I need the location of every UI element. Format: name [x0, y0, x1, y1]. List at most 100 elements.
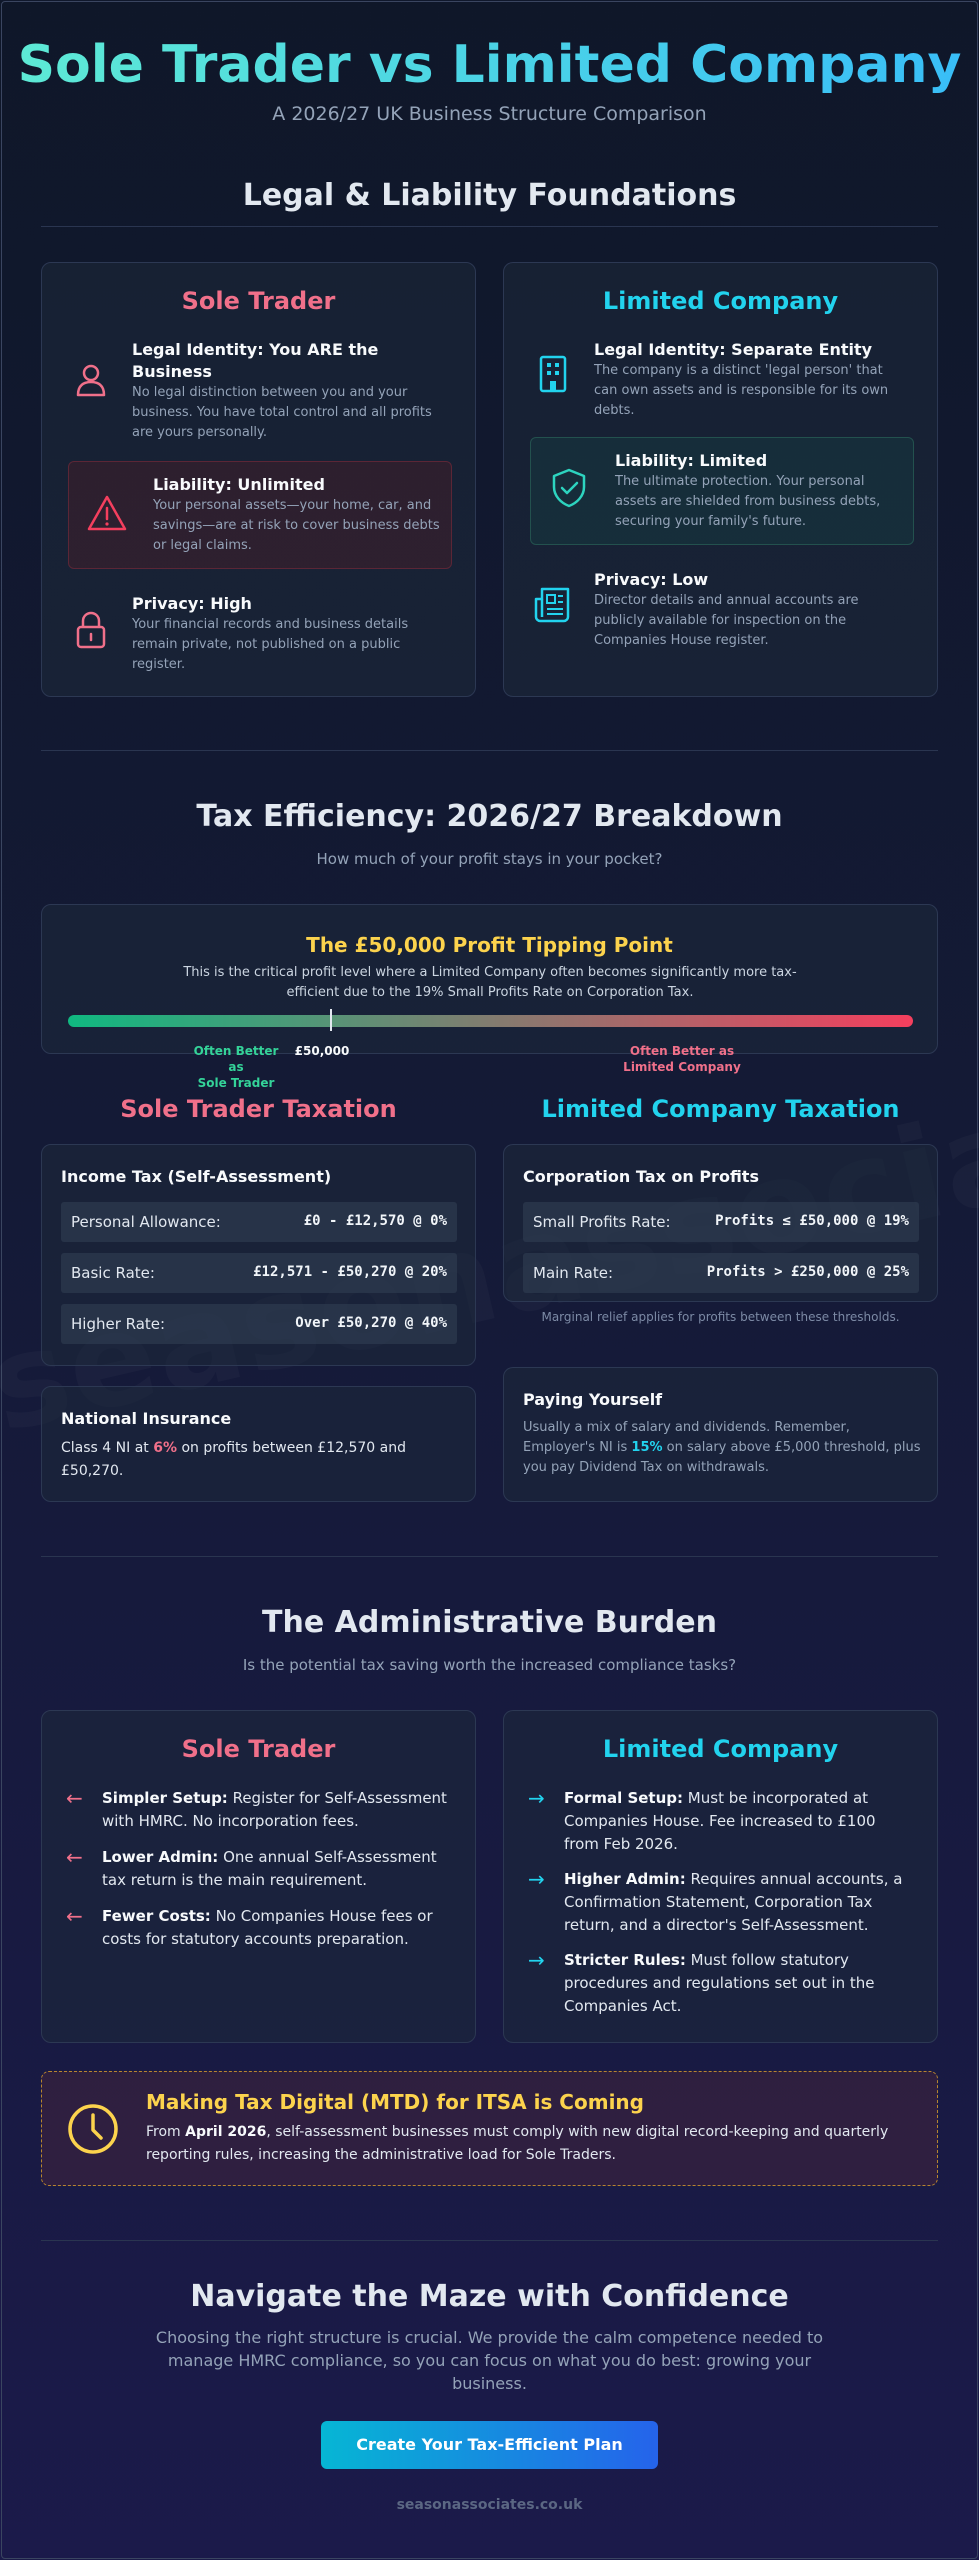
ltd-better-line-2: Limited Company: [623, 1060, 741, 1074]
admin-section-title: The Administrative Burden: [262, 1605, 717, 1640]
user-icon: [76, 364, 106, 397]
rate-label: Main Rate:: [533, 1264, 614, 1282]
income-rate-row: Basic Rate: £12,571 - £50,270 @ 20%: [61, 1253, 457, 1293]
national-insurance-card: National Insurance Class 4 NI at 6% on p…: [41, 1386, 476, 1502]
ni-text-post: on profits between £12,570 and £50,270.: [61, 1440, 406, 1479]
item-label: Lower Admin:: [102, 1848, 219, 1866]
rate-label: Basic Rate:: [71, 1264, 155, 1282]
ltd-better-line-1: Often Better as: [629, 1044, 735, 1058]
ltd-better-label: Often Better as Limited Company: [612, 1043, 752, 1075]
sole-admin-card: Sole Trader ← Simpler Setup: Register fo…: [41, 1710, 476, 2043]
mtd-title: Making Tax Digital (MTD) for ITSA is Com…: [146, 2090, 644, 2114]
building-icon: [539, 355, 567, 393]
mtd-text: From April 2026, self-assessment busines…: [146, 2121, 906, 2167]
footer-link[interactable]: seasonassociates.co.uk: [396, 2497, 583, 2513]
corp-rate-row: Small Profits Rate: Profits ≤ £50,000 @ …: [523, 1202, 919, 1242]
tipping-point-card: The £50,000 Profit Tipping Point This is…: [41, 904, 938, 1090]
marginal-relief-note: Marginal relief applies for profits betw…: [541, 1310, 900, 1324]
income-tax-heading: Income Tax (Self-Assessment): [61, 1167, 332, 1186]
arrow-right-icon: →: [528, 1948, 545, 1972]
divider: [41, 226, 938, 227]
income-rate-row: Personal Allowance: £0 - £12,570 @ 0%: [61, 1202, 457, 1242]
page-title: Sole Trader vs Limited Company: [0, 30, 979, 100]
threshold-label: £50,000: [294, 1044, 350, 1058]
item-label: Simpler Setup:: [102, 1789, 228, 1807]
profit-gradient-bar: [68, 1015, 913, 1027]
arrow-right-icon: →: [528, 1786, 545, 1810]
ltd-admin-card: Limited Company → Formal Setup: Must be …: [503, 1710, 938, 2043]
tax-section-subtitle: How much of your profit stays in your po…: [316, 850, 663, 868]
tipping-point-title: The £50,000 Profit Tipping Point: [306, 933, 673, 957]
arrow-left-icon: ←: [66, 1845, 83, 1869]
legal-section-title: Legal & Liability Foundations: [242, 178, 737, 213]
page-subtitle: A 2026/27 UK Business Structure Comparis…: [272, 103, 707, 125]
newspaper-icon: [534, 587, 570, 623]
income-tax-card: Income Tax (Self-Assessment) Personal Al…: [41, 1144, 476, 1366]
ltd-legal-card: Limited Company Legal Identity: Separate…: [503, 262, 938, 697]
sole-tax-title: Sole Trader Taxation: [120, 1095, 397, 1123]
shield-check-icon: [552, 468, 586, 508]
arrow-left-icon: ←: [66, 1786, 83, 1810]
threshold-marker: [329, 1009, 332, 1031]
rate-value: Profits ≤ £50,000 @ 19%: [715, 1213, 909, 1229]
sole-privacy-heading: Privacy: High: [132, 594, 252, 613]
corporation-tax-card: Corporation Tax on Profits Small Profits…: [503, 1144, 938, 1324]
rate-value: £12,571 - £50,270 @ 20%: [253, 1264, 447, 1280]
sole-better-label: Often Better as Sole Trader: [186, 1043, 286, 1091]
admin-section-subtitle: Is the potential tax saving worth the in…: [242, 1656, 737, 1674]
sole-privacy-row: Privacy: High Your financial records and…: [70, 593, 460, 683]
ni-text-pre: Class 4 NI at: [61, 1440, 154, 1456]
tax-section-title: Tax Efficiency: 2026/27 Breakdown: [196, 799, 783, 834]
pay-text-post: on salary above £5,000 threshold, plus y…: [523, 1440, 921, 1475]
ltd-privacy-heading: Privacy: Low: [594, 570, 709, 589]
item-label: Stricter Rules:: [564, 1951, 686, 1969]
sole-liability-box: Liability: Unlimited Your personal asset…: [68, 461, 452, 569]
ltd-liability-text: The ultimate protection. Your personal a…: [615, 474, 881, 529]
sole-admin-title: Sole Trader: [181, 1735, 336, 1763]
sole-identity-heading: Legal Identity: You ARE the Business: [132, 340, 379, 381]
ltd-privacy-row: Privacy: Low Director details and annual…: [532, 569, 922, 659]
rate-label: Higher Rate:: [71, 1315, 166, 1333]
cta-text: Choosing the right structure is crucial.…: [155, 2328, 824, 2393]
create-plan-button[interactable]: Create Your Tax-Efficient Plan: [321, 2421, 658, 2469]
pay-text: Usually a mix of salary and dividends. R…: [523, 1418, 923, 1478]
ni-rate: 6%: [153, 1440, 177, 1456]
item-text: One annual Self-Assessment tax return is…: [102, 1848, 437, 1889]
ltd-identity-row: Legal Identity: Separate Entity The comp…: [532, 339, 922, 429]
sole-identity-row: Legal Identity: You ARE the Business No …: [70, 339, 460, 440]
tipping-point-description: This is the critical profit level where …: [183, 965, 797, 1000]
sole-better-line-1: Often Better as: [193, 1044, 279, 1074]
ltd-legal-title: Limited Company: [602, 287, 839, 315]
pay-rate: 15%: [631, 1440, 663, 1455]
ltd-liability-box: Liability: Limited The ultimate protecti…: [530, 437, 914, 545]
mtd-notice: Making Tax Digital (MTD) for ITSA is Com…: [41, 2071, 938, 2186]
rate-value: £0 - £12,570 @ 0%: [303, 1213, 447, 1229]
ltd-liability-heading: Liability: Limited: [615, 451, 768, 470]
ltd-identity-heading: Legal Identity: Separate Entity: [594, 340, 873, 359]
sole-privacy-text: Your financial records and business deta…: [132, 617, 409, 672]
ni-text: Class 4 NI at 6% on profits between £12,…: [61, 1437, 461, 1483]
ltd-admin-title: Limited Company: [602, 1735, 839, 1763]
ltd-tax-title: Limited Company Taxation: [541, 1095, 900, 1123]
income-rate-row: Higher Rate: Over £50,270 @ 40%: [61, 1304, 457, 1344]
item-text: No Companies House fees or costs for sta…: [102, 1907, 433, 1948]
pay-text-pre: Usually a mix of salary and dividends. R…: [523, 1420, 850, 1455]
sole-better-line-2: Sole Trader: [197, 1076, 275, 1090]
divider: [41, 2240, 938, 2241]
pay-heading: Paying Yourself: [523, 1390, 663, 1409]
cta-title: Navigate the Maze with Confidence: [190, 2279, 789, 2314]
sole-legal-title: Sole Trader: [181, 287, 336, 315]
rate-label: Small Profits Rate:: [533, 1213, 671, 1231]
item-label: Formal Setup:: [564, 1789, 684, 1807]
rate-label: Personal Allowance:: [71, 1213, 221, 1231]
rate-value: Profits > £250,000 @ 25%: [706, 1264, 909, 1280]
rate-value: Over £50,270 @ 40%: [295, 1315, 447, 1331]
item-text: Must follow statutory procedures and reg…: [564, 1951, 875, 2015]
item-text: Register for Self-Assessment with HMRC. …: [102, 1789, 447, 1830]
divider: [41, 1556, 938, 1557]
ni-heading: National Insurance: [61, 1409, 232, 1428]
sole-legal-card: Sole Trader Legal Identity: You ARE the …: [41, 262, 476, 697]
ltd-privacy-text: Director details and annual accounts are…: [594, 593, 859, 648]
corp-rate-row: Main Rate: Profits > £250,000 @ 25%: [523, 1253, 919, 1293]
